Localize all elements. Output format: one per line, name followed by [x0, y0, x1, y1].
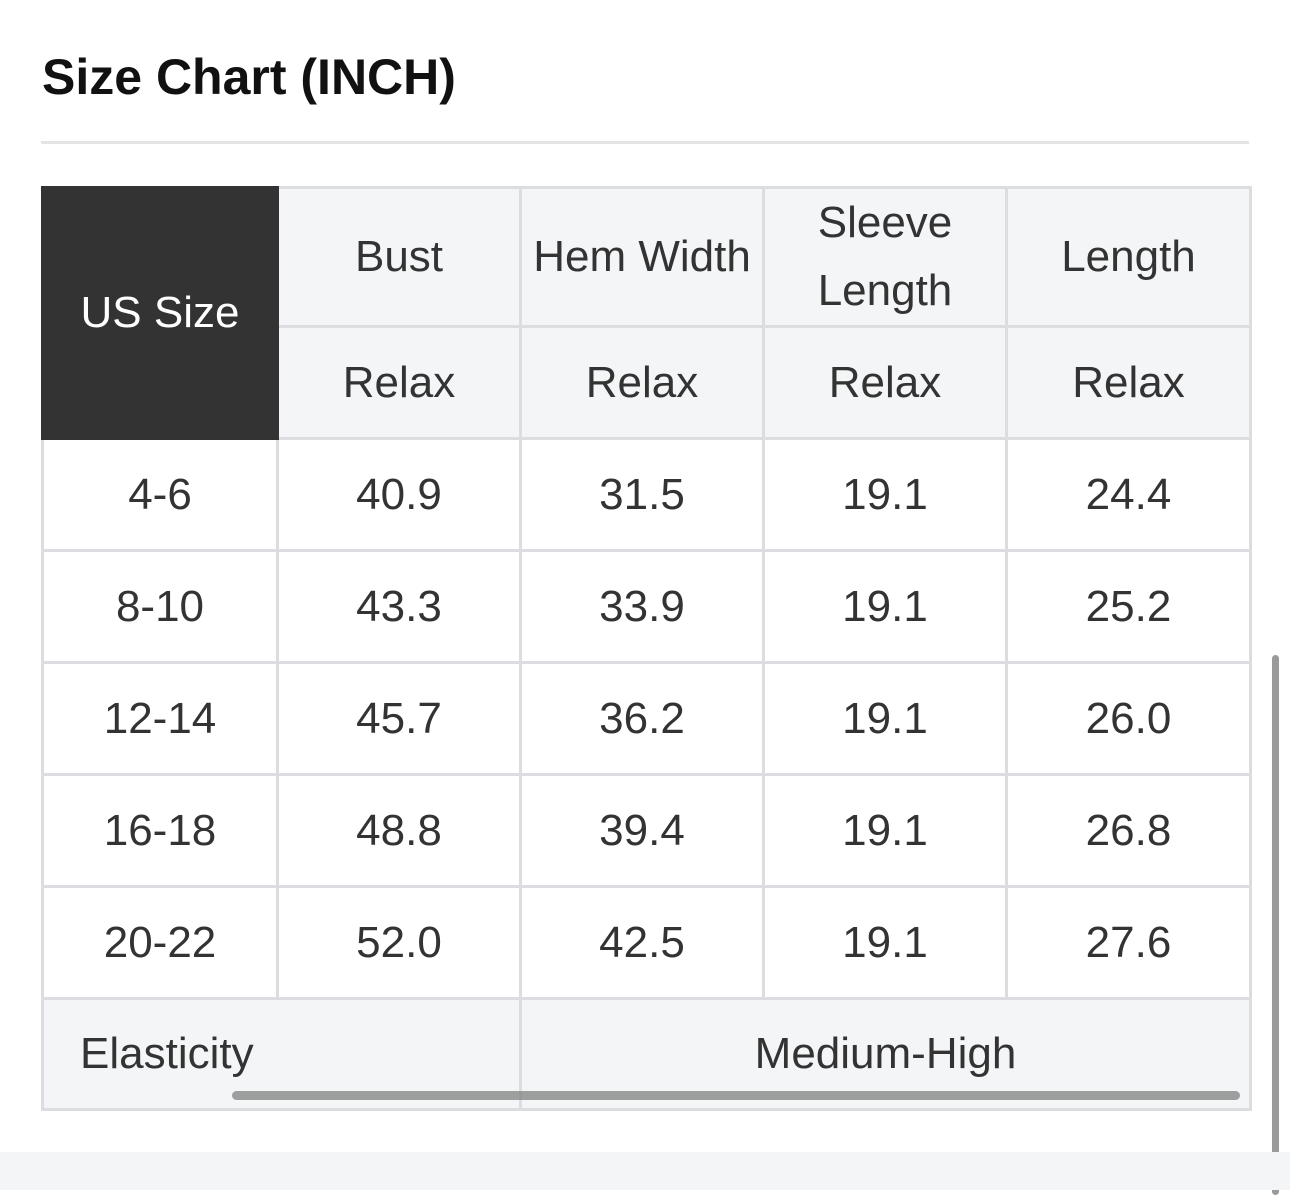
measurement-cell: 52.0 [276, 885, 522, 1001]
measurement-cell: 42.5 [519, 885, 765, 1001]
size-cell: 12-14 [41, 661, 279, 777]
subheader-relax: Relax [762, 325, 1008, 441]
size-cell: 16-18 [41, 773, 279, 889]
measurement-cell: 40.9 [276, 437, 522, 553]
measurement-cell: 19.1 [762, 661, 1008, 777]
header-sleeve-length: Sleeve Length [762, 185, 1008, 329]
measurement-cell: 36.2 [519, 661, 765, 777]
table-row: 4-6 40.9 31.5 19.1 24.4 [41, 437, 1252, 553]
measurement-cell: 24.4 [1005, 437, 1252, 553]
vertical-scrollbar[interactable] [1272, 655, 1279, 1195]
table-row: 8-10 43.3 33.9 19.1 25.2 [41, 549, 1252, 665]
size-cell: 20-22 [41, 885, 279, 1001]
size-cell: 8-10 [41, 549, 279, 665]
measurement-cell: 31.5 [519, 437, 765, 553]
measurement-cell: 33.9 [519, 549, 765, 665]
table-row: 20-22 52.0 42.5 19.1 27.6 [41, 885, 1252, 1001]
header-bust: Bust [276, 185, 522, 329]
size-chart-table: US Size Bust Hem Width Sleeve Length Len… [41, 185, 1252, 1112]
measurement-cell: 45.7 [276, 661, 522, 777]
subheader-relax: Relax [1005, 325, 1252, 441]
measurement-cell: 26.8 [1005, 773, 1252, 889]
measurement-cell: 19.1 [762, 773, 1008, 889]
measurement-cell: 25.2 [1005, 549, 1252, 665]
measurement-cell: 19.1 [762, 549, 1008, 665]
measurement-cell: 19.1 [762, 437, 1008, 553]
size-cell: 4-6 [41, 437, 279, 553]
measurement-cell: 39.4 [519, 773, 765, 889]
footer-band [0, 1152, 1290, 1190]
header-length: Length [1005, 185, 1252, 329]
measurement-cell: 27.6 [1005, 885, 1252, 1001]
table-row: 16-18 48.8 39.4 19.1 26.8 [41, 773, 1252, 889]
subheader-relax: Relax [519, 325, 765, 441]
measurement-cell: 26.0 [1005, 661, 1252, 777]
subheader-relax: Relax [276, 325, 522, 441]
measurement-cell: 43.3 [276, 549, 522, 665]
table-row: 12-14 45.7 36.2 19.1 26.0 [41, 661, 1252, 777]
header-us-size: US Size [41, 185, 279, 441]
page-title: Size Chart (INCH) [42, 49, 456, 105]
measurement-cell: 48.8 [276, 773, 522, 889]
header-hem-width: Hem Width [519, 185, 765, 329]
divider [41, 141, 1249, 144]
horizontal-scrollbar[interactable] [232, 1091, 1240, 1100]
measurement-cell: 19.1 [762, 885, 1008, 1001]
